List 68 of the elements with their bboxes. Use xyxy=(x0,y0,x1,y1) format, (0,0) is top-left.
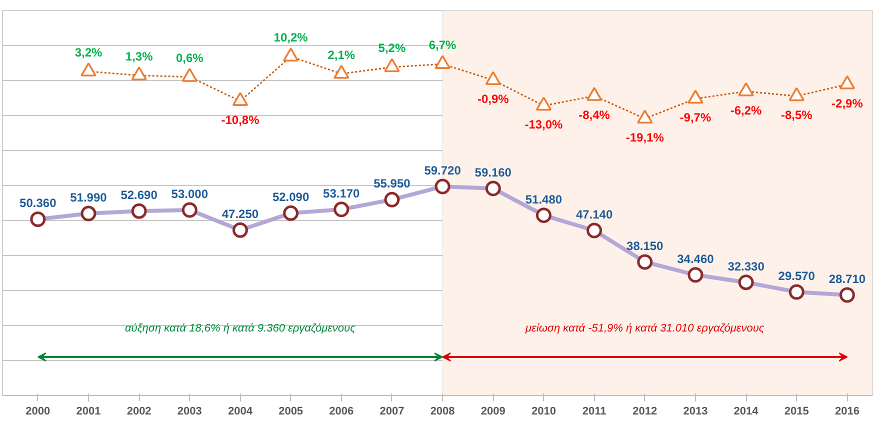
point xyxy=(282,48,299,62)
data-label: 29.570 xyxy=(778,269,816,284)
x-tick-label: 2014 xyxy=(734,406,760,418)
data-label: 0,6% xyxy=(176,50,204,65)
point xyxy=(586,86,602,101)
data-label: 3,2% xyxy=(74,45,102,60)
x-tick-label: 2007 xyxy=(380,406,404,418)
point xyxy=(384,58,400,72)
point xyxy=(80,62,96,76)
data-label: -8,4% xyxy=(578,108,610,122)
data-label: 1,3% xyxy=(125,49,154,64)
point xyxy=(738,82,754,96)
data-label: -10,8% xyxy=(221,113,260,128)
x-tick-label: 2006 xyxy=(329,406,354,418)
x-tick-label: 2000 xyxy=(26,406,50,418)
x-tick-label: 2001 xyxy=(76,406,101,418)
data-label: 55.950 xyxy=(374,176,411,191)
x-tick-label: 2016 xyxy=(834,406,860,418)
data-label: 47.250 xyxy=(222,207,259,222)
data-label: 28.710 xyxy=(828,272,866,286)
point xyxy=(333,64,350,79)
point xyxy=(434,55,450,69)
x-tick-label: 2011 xyxy=(582,406,606,418)
data-label: 6,7% xyxy=(428,38,457,52)
data-label: 53.170 xyxy=(323,186,360,200)
point xyxy=(485,71,502,86)
data-label: 50.360 xyxy=(20,196,57,210)
data-label: 52.090 xyxy=(272,190,310,204)
point xyxy=(131,66,147,80)
x-tick-label: 2004 xyxy=(228,406,254,418)
point xyxy=(232,92,248,106)
x-tick-label: 2008 xyxy=(430,406,455,418)
point xyxy=(636,110,653,124)
data-label: 52.690 xyxy=(120,188,158,202)
point xyxy=(182,68,198,82)
x-tick-label: 2010 xyxy=(531,406,556,418)
x-tick-label: 2005 xyxy=(278,406,304,418)
point xyxy=(688,90,704,104)
data-label: -8,5% xyxy=(780,108,813,122)
data-label: 34.460 xyxy=(677,252,714,266)
point xyxy=(536,96,552,111)
x-tick-label: 2013 xyxy=(683,406,708,418)
data-label: 2,1% xyxy=(328,48,356,62)
data-label: -13,0% xyxy=(524,118,564,132)
x-tick-label: 2009 xyxy=(480,406,506,418)
data-label: 53.000 xyxy=(171,187,208,201)
data-label: 51.990 xyxy=(70,190,108,205)
data-label: -0,9% xyxy=(477,92,510,106)
data-label: 47.140 xyxy=(576,208,613,222)
x-tick-label: 2015 xyxy=(784,406,809,418)
annotation: αύξηση κατά 18,6% ή κατά 9.360 εργαζόμενους xyxy=(125,322,356,334)
data-label: 59.160 xyxy=(474,165,512,180)
data-label: 32.330 xyxy=(728,259,765,274)
data-label: -9,7% xyxy=(680,110,712,125)
annotation: μείωση κατά -51,9% ή κατά 31.010 εργαζόμενους xyxy=(524,322,765,334)
point xyxy=(839,75,856,90)
x-tick-label: 2012 xyxy=(632,406,658,418)
data-label: 5,2% xyxy=(378,41,406,56)
data-label: 10,2% xyxy=(274,30,308,45)
data-label: 59.720 xyxy=(424,163,462,178)
data-label: -2,9% xyxy=(832,96,864,110)
data-label: -6,2% xyxy=(730,103,762,118)
point xyxy=(788,87,805,102)
data-label: 38.150 xyxy=(626,238,664,253)
data-label: 51.480 xyxy=(525,192,562,206)
data-label: -19,1% xyxy=(626,130,664,145)
x-tick-label: 2002 xyxy=(126,406,152,418)
x-tick-label: 2003 xyxy=(177,406,202,418)
